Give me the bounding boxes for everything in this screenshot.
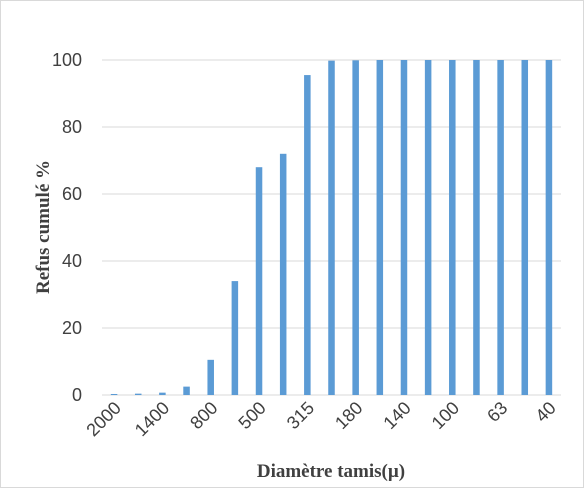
bar-250 xyxy=(328,60,335,396)
bars xyxy=(110,60,553,396)
y-tick-label: 20 xyxy=(62,318,82,338)
bar-630 xyxy=(231,281,239,395)
bar-315 xyxy=(304,75,311,395)
bar-1700 xyxy=(134,393,142,395)
bar-50 xyxy=(521,60,529,395)
x-tick-label: 140 xyxy=(379,398,414,433)
bar-125 xyxy=(424,60,432,395)
bar-40 xyxy=(545,60,553,395)
bar-180 xyxy=(352,60,359,396)
x-tick-label: 40 xyxy=(531,398,559,426)
x-tick-label: 800 xyxy=(186,398,221,433)
bar-140 xyxy=(400,60,408,395)
bar-100 xyxy=(449,60,456,395)
y-tick-label: 60 xyxy=(62,184,82,204)
x-axis-title: Diamètre tamis(µ) xyxy=(257,461,405,482)
y-axis-title: Refus cumulé % xyxy=(33,160,54,294)
bar-400 xyxy=(279,153,287,395)
bar-63 xyxy=(497,60,504,395)
bar-2000 xyxy=(110,393,118,395)
bar-500 xyxy=(255,167,263,395)
x-tick-label: 500 xyxy=(234,398,269,433)
bar-800 xyxy=(207,359,214,395)
x-tick-label: 315 xyxy=(283,398,318,433)
x-tick-label: 63 xyxy=(483,398,511,426)
x-tick-label: 2000 xyxy=(82,398,124,440)
bar-1400 xyxy=(159,392,166,395)
x-tick-label: 1400 xyxy=(131,398,173,440)
y-tick-label: 100 xyxy=(52,50,82,70)
y-tick-label: 40 xyxy=(62,251,82,271)
x-tick-labels: 2000 1400 800 500 315 180 140 100 63 40 xyxy=(82,398,559,440)
y-tick-label: 80 xyxy=(62,117,82,137)
x-tick-label: 180 xyxy=(331,398,366,433)
bar-160 xyxy=(376,60,384,395)
bar-80 xyxy=(473,60,480,395)
y-tick-label: 0 xyxy=(72,385,82,405)
bar-1000 xyxy=(183,386,190,395)
x-tick-label: 100 xyxy=(428,398,463,433)
y-tick-labels: 0 20 40 60 80 100 xyxy=(52,50,82,405)
